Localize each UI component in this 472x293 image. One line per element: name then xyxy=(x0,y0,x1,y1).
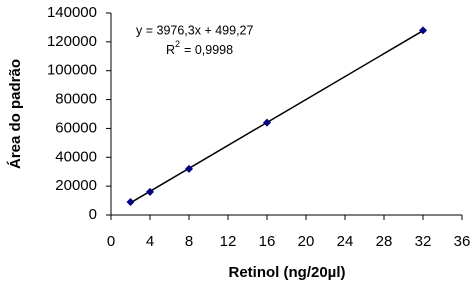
y-tick-label: 140000 xyxy=(47,4,97,21)
r-symbol: R xyxy=(166,43,175,57)
y-tick-label: 60000 xyxy=(55,119,97,136)
r-exponent: 2 xyxy=(175,39,180,49)
y-tick-label: 20000 xyxy=(55,177,97,194)
x-tick-label: 32 xyxy=(415,233,432,250)
x-tick-label: 28 xyxy=(376,233,393,250)
y-axis-title: Área do padrão xyxy=(7,59,24,169)
x-tick-label: 0 xyxy=(107,233,115,250)
y-tick-label: 100000 xyxy=(47,62,97,79)
trendline xyxy=(130,30,424,204)
x-tick-label: 36 xyxy=(454,233,471,250)
r-text: = 0,9998 xyxy=(184,43,233,57)
data-point xyxy=(263,118,271,127)
x-axis-title: Retinol (ng/20µl) xyxy=(229,264,346,281)
x-tick-label: 20 xyxy=(298,233,315,250)
y-tick-label: 0 xyxy=(89,206,97,223)
x-tick-label: 16 xyxy=(259,233,276,250)
y-tick-label: 80000 xyxy=(55,91,97,108)
x-tick-label: 24 xyxy=(337,233,354,250)
r-squared: R2 = 0,9998 xyxy=(166,39,233,57)
data-point xyxy=(126,198,135,207)
data-point xyxy=(419,26,427,35)
x-tick-label: 8 xyxy=(185,233,193,250)
x-tick-label: 4 xyxy=(146,233,154,250)
data-point xyxy=(185,164,193,173)
y-tick-label: 40000 xyxy=(55,148,97,165)
x-tick-label: 12 xyxy=(220,233,237,250)
y-tick-label: 120000 xyxy=(47,33,97,50)
trendline-equation: y = 3976,3x + 499,27 xyxy=(136,23,254,37)
data-point xyxy=(146,187,154,196)
